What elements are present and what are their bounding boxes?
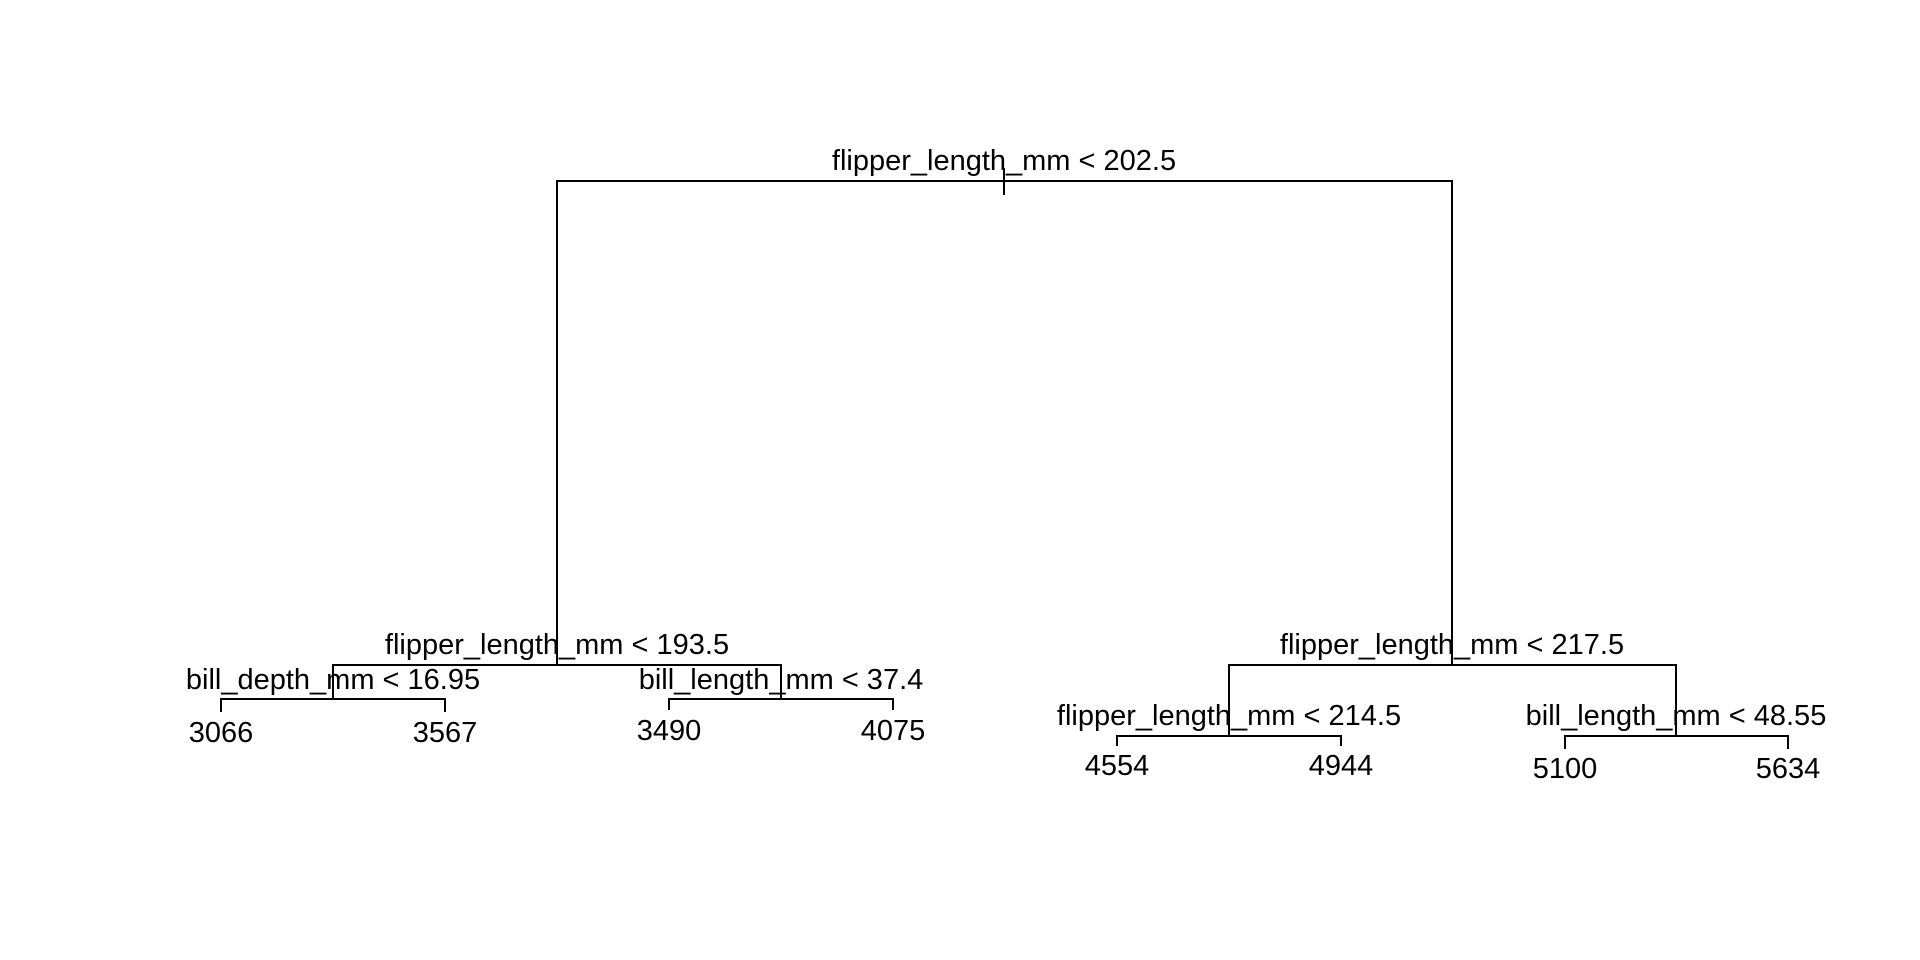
right-node: flipper_length_mm < 217.5 [1228,629,1677,736]
left-node: flipper_length_mm < 193.5 [332,629,782,699]
leaf-value: 3066 [189,717,254,749]
left-right-node: bill_length_mm < 37.4 3490 4075 [637,664,926,747]
leaf-value: 4554 [1085,750,1150,782]
right-right-node: bill_length_mm < 48.55 5100 5634 [1526,700,1827,785]
left-left-split-label: bill_depth_mm < 16.95 [186,664,480,696]
leaf-value: 5100 [1533,753,1598,785]
left-left-branch [220,698,446,712]
root-node: flipper_length_mm < 202.5 [556,145,1453,665]
right-branch [1228,664,1677,736]
leaf-value: 3490 [637,715,702,747]
left-branch [332,664,782,699]
left-left-node: bill_depth_mm < 16.95 3066 3567 [186,664,480,749]
root-branch [556,180,1453,665]
right-left-split-label: flipper_length_mm < 214.5 [1057,700,1401,732]
right-right-branch [1564,735,1789,749]
leaf-value: 5634 [1756,753,1821,785]
right-left-node: flipper_length_mm < 214.5 4554 4944 [1057,700,1401,782]
left-right-branch [668,698,894,710]
right-left-branch [1116,735,1342,746]
leaf-value: 3567 [413,717,478,749]
leaf-value: 4944 [1309,750,1374,782]
left-split-label: flipper_length_mm < 193.5 [385,629,729,661]
right-split-label: flipper_length_mm < 217.5 [1280,629,1624,661]
leaf-value: 4075 [861,715,926,747]
right-right-split-label: bill_length_mm < 48.55 [1526,700,1827,732]
left-right-split-label: bill_length_mm < 37.4 [639,664,924,696]
root-split-label: flipper_length_mm < 202.5 [832,145,1176,177]
